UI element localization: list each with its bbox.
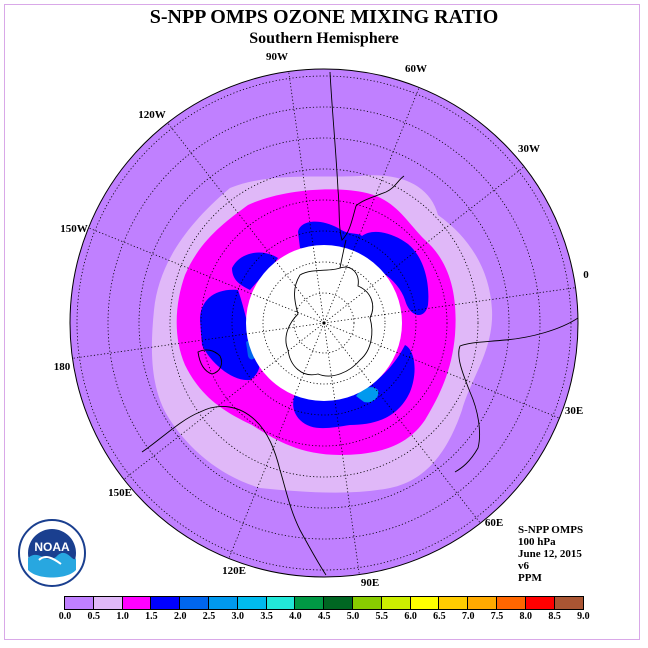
colorbar [64,596,585,610]
new-zealand-outline [197,349,223,375]
field-blue-west [200,289,260,381]
meridian-line [323,322,481,524]
colorbar-segment [410,597,440,609]
colorbar-tick-label: 1.5 [145,611,158,622]
colorbar-tick-label: 0.5 [87,611,101,622]
colorbar-tick-label: 8.0 [519,611,533,622]
colorbar-segment [496,597,526,609]
svg-text:NOAA: NOAA [34,540,70,554]
colorbar-segment [324,597,353,609]
meridian-line [72,322,325,359]
meridian-line [88,227,325,324]
longitude-label: 60W [405,63,427,75]
meridian-line [123,322,325,480]
longitude-label: 90W [266,51,288,63]
meridian-line [323,287,576,324]
longitude-labels: 90W 60W 30W 0 30E 60E 90E 120E 150E 180 150W 120W [54,51,590,589]
colorbar-tick-label: 6.5 [433,611,446,622]
longitude-label: 180 [54,361,71,373]
colorbar-segment [237,597,267,609]
longitude-label: 150E [108,487,132,499]
colorbar-segment [93,597,123,609]
colorbar-segment [122,597,152,609]
colorbar-segment [266,597,296,609]
field-blue-lower [293,345,415,429]
meridian-line [323,322,360,575]
info-date: June 12, 2015 [518,548,582,560]
meridian-line [167,122,325,324]
longitude-label: 60E [485,517,503,529]
colorbar-segment [525,597,555,609]
colorbar-tick-label: 3.0 [231,611,245,622]
south-pole-marker [322,321,326,325]
longitude-label: 30E [565,405,583,417]
colorbar-segment [180,597,209,609]
longitude-label: 30W [518,143,540,155]
longitude-label: 120E [222,565,246,577]
map-boundary [69,68,579,578]
colorbar-ticks: 0.0 0.5 1.0 1.5 2.0 2.5 3.0 3.5 4.0 4.5 5.0 5.5 6.0 6… [59,611,590,625]
colorbar-tick-label: 2.0 [173,611,187,622]
colorbar-segment [151,597,181,609]
info-level: 100 hPa [518,536,556,548]
product-info: S-NPP OMPS 100 hPa June 12, 2015 v6 PPM [518,524,583,584]
colorbar-segment [554,597,584,609]
meridian-line [228,322,325,559]
meridian-line [323,166,525,324]
longitude-label: 150W [60,223,88,235]
colorbar-tick-label: 3.5 [260,611,273,622]
colorbar-segment [381,597,411,609]
australia-outline [141,405,327,576]
colorbar-tick-label: 7.0 [461,611,475,622]
colorbar-tick-label: 2.5 [202,611,216,622]
colorbar-segment [352,597,382,609]
meridian-line [323,322,560,419]
colorbar-segment [468,597,497,609]
colorbar-tick-label: 5.0 [346,611,360,622]
colorbar-segment [65,597,94,609]
antarctica-outline [285,266,374,377]
noaa-logo-icon: NOAA [17,518,87,593]
info-version: v6 [518,560,529,572]
info-units: PPM [518,572,542,584]
antarctic-peninsula-outline [339,239,347,269]
colorbar-segment [439,597,469,609]
map-subtitle: Southern Hemisphere [249,30,399,47]
meridian-line [323,87,420,324]
africa-outline [454,317,578,473]
colorbar-segment [295,597,325,609]
latitude-circles [76,75,572,571]
info-instrument: S-NPP OMPS [518,524,584,536]
meridian-lines [72,71,576,575]
colorbar-tick-label: 8.5 [548,611,561,622]
meridian-line [288,71,325,324]
colorbar-tick-label: 1.0 [116,611,129,622]
map-title: S-NPP OMPS OZONE MIXING RATIO [149,6,499,28]
longitude-label: 0 [583,269,589,281]
colorbar-tick-label: 5.5 [375,611,389,622]
colorbar-tick-label: 7.5 [490,611,504,622]
south-america-outline [329,71,405,241]
longitude-label: 90E [361,577,379,589]
colorbar-tick-label: 6.0 [404,611,417,622]
colorbar-tick-label: 0.0 [58,611,72,622]
colorbar-tick-label: 4.0 [289,611,302,622]
field-blue-upper [298,221,429,316]
plot-frame [4,4,640,640]
colorbar-tick-label: 4.5 [317,611,331,622]
field-blue-left [232,252,278,290]
longitude-label: 120W [138,109,166,121]
colorbar-segment [208,597,238,609]
colorbar-tick-label: 9.0 [577,611,590,622]
